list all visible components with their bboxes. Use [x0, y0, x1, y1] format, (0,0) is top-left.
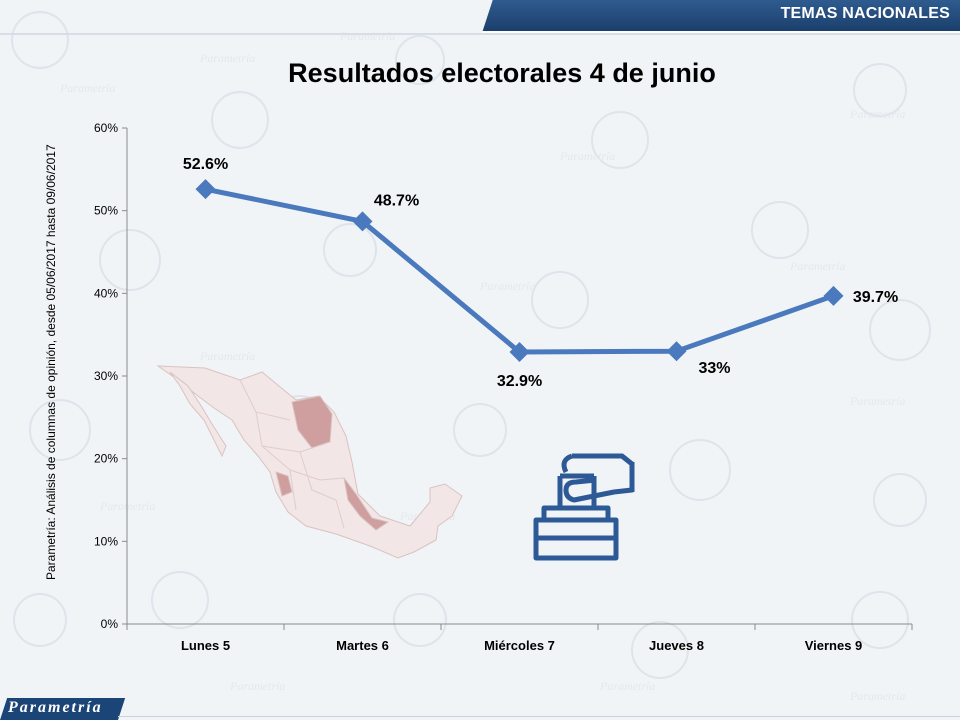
series-line — [204, 186, 835, 355]
data-label: 39.7% — [853, 289, 898, 306]
footer-rule — [118, 716, 960, 717]
x-tick-label: Jueves 8 — [649, 638, 704, 653]
y-tick-label: 50% — [94, 204, 118, 218]
svg-text:Parametría: Parametría — [849, 107, 905, 121]
svg-text:Parametría: Parametría — [789, 259, 845, 273]
section-label: TEMAS NACIONALES — [780, 5, 950, 22]
svg-text:Parametría: Parametría — [229, 679, 285, 693]
svg-text:Parametría: Parametría — [599, 679, 655, 693]
y-tick-label: 40% — [94, 286, 118, 300]
data-label: 48.7% — [374, 192, 419, 209]
x-tick-label: Lunes 5 — [181, 638, 230, 653]
svg-text:Parametría: Parametría — [339, 29, 395, 43]
y-tick-label: 10% — [94, 534, 118, 548]
data-point — [823, 285, 844, 306]
svg-text:Parametría: Parametría — [559, 149, 615, 163]
x-tick-label: Martes 6 — [336, 638, 389, 653]
data-label: 32.9% — [497, 373, 542, 390]
data-point — [352, 211, 373, 232]
x-tick-label: Viernes 9 — [805, 638, 863, 653]
data-label: 33% — [698, 360, 730, 377]
data-label: 52.6% — [183, 156, 228, 173]
header-rule — [0, 33, 960, 35]
mexico-map-image — [156, 365, 463, 559]
data-point — [195, 179, 216, 200]
svg-text:Parametría: Parametría — [849, 394, 905, 408]
y-tick-label: 30% — [94, 369, 118, 383]
x-tick-label: Miércoles 7 — [484, 638, 555, 653]
data-point — [509, 342, 530, 363]
svg-text:Parametría: Parametría — [59, 81, 115, 95]
y-tick-label: 20% — [94, 452, 118, 466]
chart-title: Resultados electorales 4 de junio — [288, 58, 716, 88]
svg-text:Parametría: Parametría — [849, 689, 905, 703]
svg-text:Parametría: Parametría — [199, 349, 255, 363]
y-tick-label: 60% — [94, 121, 118, 135]
svg-text:Parametría: Parametría — [479, 279, 535, 293]
data-point — [666, 341, 687, 362]
footer-brand: Parametría — [8, 699, 103, 716]
y-tick-label: 0% — [101, 617, 119, 631]
ballot-box-icon — [533, 453, 635, 561]
svg-text:Parametría: Parametría — [199, 51, 255, 65]
